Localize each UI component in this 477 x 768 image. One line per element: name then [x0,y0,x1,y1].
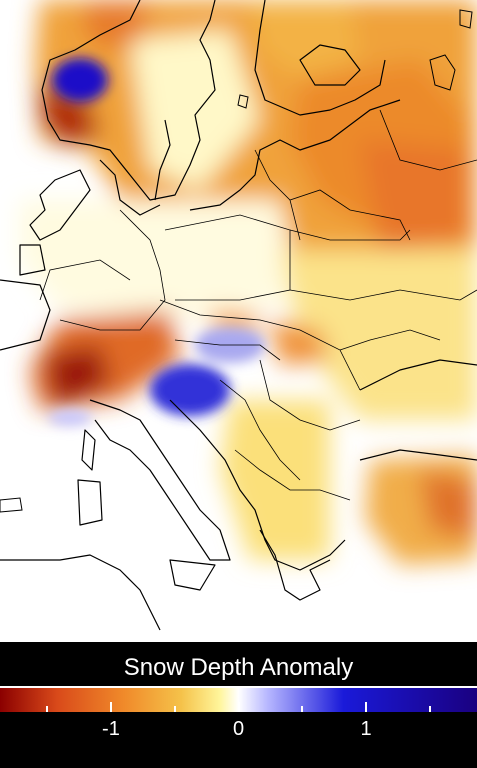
snow-anomaly-map [0,0,477,642]
colorbar-tick-label: -1 [102,718,120,740]
colorbar-tick-label: 1 [360,718,372,740]
anomaly-field [20,0,477,565]
legend-title: Snow Depth Anomaly [123,654,354,681]
colorbar-tick [301,706,304,712]
positive-anomalies [48,58,265,426]
colorbar-tick [428,706,431,712]
colorbar-tick [365,702,368,712]
country-borders [39,109,477,501]
colorbar-tick [173,706,176,712]
colorbar-tick [237,702,240,712]
colorbar-tick [46,706,49,712]
colorbar-tick-label: 0 [232,718,245,740]
legend-panel: Snow Depth Anomaly -1 0 1 [0,642,477,768]
islands [0,9,473,513]
legend-divider [0,686,477,688]
map-svg [0,0,477,631]
colorbar-tick [109,702,112,712]
coastlines [0,0,477,631]
